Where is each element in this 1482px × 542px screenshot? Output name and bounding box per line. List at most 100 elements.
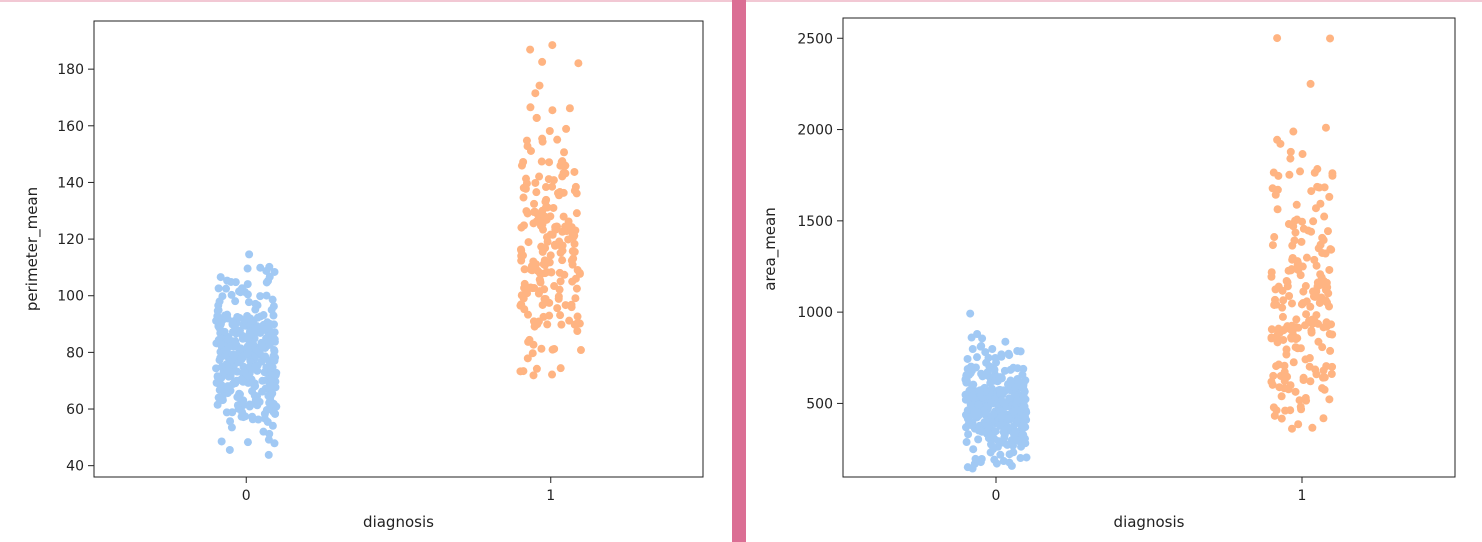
- data-point-diagnosis-0: [222, 408, 231, 417]
- data-point-diagnosis-1: [529, 371, 538, 380]
- data-point-diagnosis-0: [269, 302, 278, 311]
- data-point-diagnosis-0: [243, 280, 252, 289]
- data-point-diagnosis-1: [1283, 372, 1292, 381]
- data-point-diagnosis-1: [572, 284, 581, 293]
- x-tick-label: 1: [546, 488, 555, 504]
- x-tick-label: 1: [1298, 488, 1307, 504]
- data-point-diagnosis-1: [560, 270, 569, 279]
- data-point-diagnosis-0: [243, 349, 252, 358]
- data-point-diagnosis-1: [548, 106, 557, 115]
- data-point-diagnosis-0: [243, 264, 252, 273]
- data-point-diagnosis-1: [1319, 366, 1328, 375]
- data-point-diagnosis-1: [1267, 333, 1276, 342]
- data-point-diagnosis-0: [258, 387, 267, 396]
- data-point-diagnosis-1: [1295, 396, 1304, 405]
- data-point-diagnosis-1: [548, 41, 557, 50]
- data-point-diagnosis-1: [526, 45, 535, 54]
- data-point-diagnosis-0: [263, 417, 272, 426]
- data-point-diagnosis-1: [1328, 330, 1337, 339]
- data-point-diagnosis-0: [231, 324, 240, 333]
- data-point-diagnosis-1: [1269, 371, 1278, 380]
- data-point-diagnosis-0: [1019, 392, 1028, 401]
- data-point-diagnosis-1: [574, 59, 583, 68]
- data-point-diagnosis-0: [964, 420, 973, 429]
- data-point-diagnosis-0: [993, 377, 1002, 386]
- data-point-diagnosis-1: [573, 327, 582, 336]
- data-point-diagnosis-1: [571, 294, 580, 303]
- data-point-diagnosis-1: [1307, 187, 1316, 196]
- data-point-diagnosis-1: [531, 178, 540, 187]
- data-point-diagnosis-1: [565, 316, 574, 325]
- data-point-diagnosis-1: [1268, 241, 1277, 250]
- data-point-diagnosis-0: [1005, 458, 1014, 467]
- data-point-diagnosis-1: [1291, 228, 1300, 237]
- y-tick-label: 500: [806, 396, 833, 412]
- data-point-diagnosis-0: [986, 432, 995, 441]
- data-point-diagnosis-1: [553, 135, 562, 144]
- data-point-diagnosis-0: [1001, 337, 1010, 346]
- data-point-diagnosis-1: [560, 148, 569, 157]
- data-point-diagnosis-1: [558, 246, 567, 255]
- data-point-diagnosis-1: [1309, 292, 1318, 301]
- data-point-diagnosis-1: [550, 240, 559, 249]
- data-point-diagnosis-1: [1316, 281, 1325, 290]
- data-point-diagnosis-0: [223, 310, 232, 319]
- data-point-diagnosis-1: [559, 212, 568, 221]
- data-point-diagnosis-0: [1013, 346, 1022, 355]
- data-point-diagnosis-0: [264, 450, 273, 459]
- data-point-diagnosis-1: [1294, 420, 1303, 429]
- data-point-diagnosis-0: [1020, 412, 1029, 421]
- data-point-diagnosis-0: [999, 428, 1008, 437]
- data-point-diagnosis-1: [548, 182, 557, 191]
- data-point-diagnosis-0: [991, 427, 1000, 436]
- data-point-diagnosis-0: [262, 278, 271, 287]
- data-point-diagnosis-0: [225, 445, 234, 454]
- data-point-diagnosis-0: [997, 412, 1006, 421]
- data-point-diagnosis-0: [214, 284, 223, 293]
- data-point-diagnosis-0: [251, 305, 260, 314]
- data-point-diagnosis-1: [1316, 240, 1325, 249]
- data-point-diagnosis-0: [1009, 448, 1018, 457]
- data-point-diagnosis-1: [1286, 147, 1295, 156]
- data-point-diagnosis-0: [1018, 370, 1027, 379]
- data-point-diagnosis-0: [963, 354, 972, 363]
- data-point-diagnosis-1: [548, 370, 557, 379]
- data-point-diagnosis-0: [996, 421, 1005, 430]
- data-point-diagnosis-1: [1285, 170, 1294, 179]
- data-point-diagnosis-1: [539, 260, 548, 269]
- data-point-diagnosis-1: [570, 186, 579, 195]
- data-point-diagnosis-0: [253, 313, 262, 322]
- data-point-diagnosis-0: [964, 430, 973, 439]
- data-point-diagnosis-0: [985, 362, 994, 371]
- data-point-diagnosis-1: [1267, 272, 1276, 281]
- data-point-diagnosis-0: [218, 292, 227, 301]
- x-axis-label: diagnosis: [1114, 513, 1185, 531]
- data-point-diagnosis-1: [570, 231, 579, 240]
- data-point-diagnosis-1: [526, 103, 535, 112]
- data-point-diagnosis-1: [538, 134, 547, 143]
- strip-points: [212, 41, 585, 459]
- data-point-diagnosis-1: [541, 197, 550, 206]
- data-point-diagnosis-0: [974, 411, 983, 420]
- data-point-diagnosis-1: [1298, 262, 1307, 271]
- data-point-diagnosis-1: [521, 184, 530, 193]
- data-point-diagnosis-0: [256, 292, 265, 301]
- data-point-diagnosis-1: [537, 157, 546, 166]
- data-point-diagnosis-1: [1278, 286, 1287, 295]
- data-point-diagnosis-1: [556, 277, 565, 286]
- data-point-diagnosis-0: [1009, 407, 1018, 416]
- data-point-diagnosis-1: [549, 176, 558, 185]
- data-point-diagnosis-1: [1326, 34, 1335, 43]
- data-point-diagnosis-0: [222, 284, 231, 293]
- data-point-diagnosis-0: [1011, 383, 1020, 392]
- data-point-diagnosis-1: [1274, 360, 1283, 369]
- x-tick-label: 0: [242, 488, 251, 504]
- data-point-diagnosis-1: [1325, 192, 1334, 201]
- data-point-diagnosis-1: [570, 239, 579, 248]
- data-point-diagnosis-0: [220, 327, 229, 336]
- data-point-diagnosis-0: [975, 386, 984, 395]
- data-point-diagnosis-1: [554, 189, 563, 198]
- data-point-diagnosis-1: [558, 256, 567, 265]
- data-point-diagnosis-0: [216, 396, 225, 405]
